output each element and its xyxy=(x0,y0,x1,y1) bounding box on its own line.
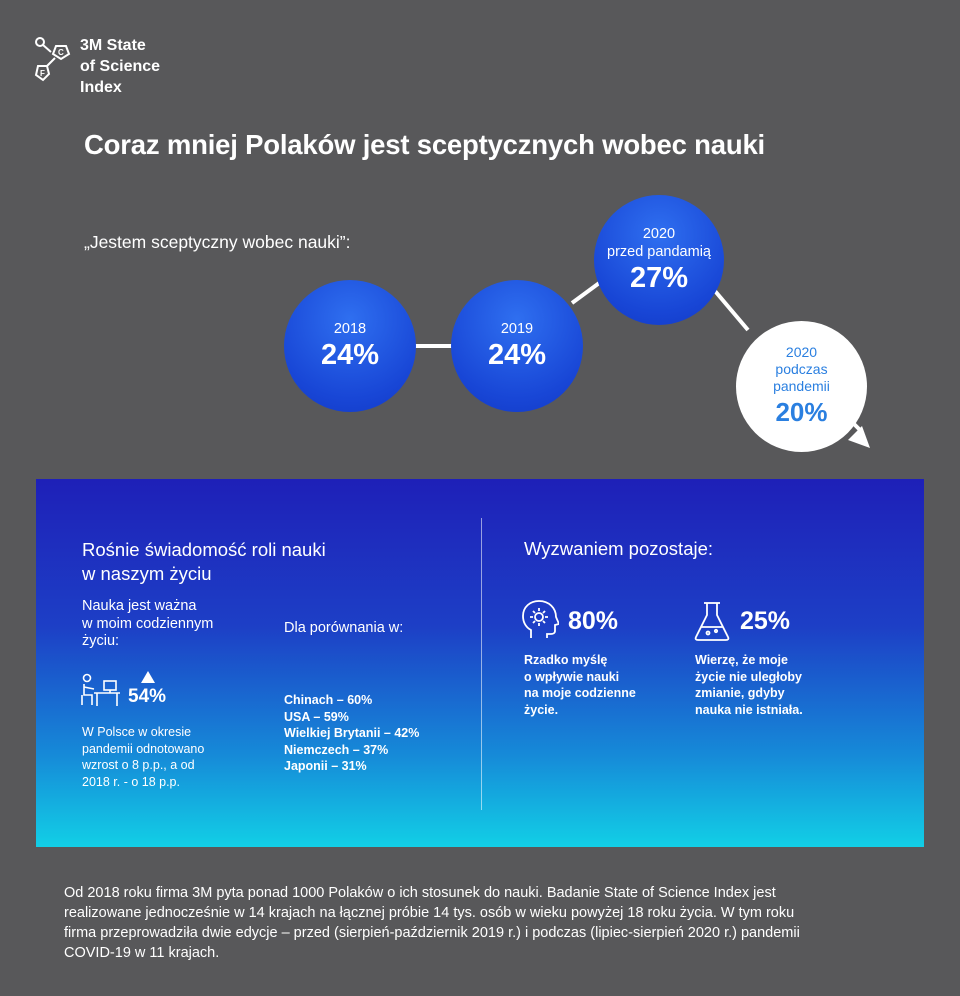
bubble-year: 2019 xyxy=(500,321,534,337)
logo-line: of Science xyxy=(80,58,161,75)
country-list: Chinach – 60% USA – 59% Wielkiej Brytani… xyxy=(284,692,419,775)
logo-line: Index xyxy=(80,79,122,96)
bubble-value: 27% xyxy=(629,262,689,294)
stat-rarely-think-text: Rzadko myślę o wpływie nauki na moje cod… xyxy=(524,652,674,718)
person-at-desk-icon xyxy=(81,673,120,706)
heading-line: Rośnie świadomość roli nauki xyxy=(82,539,326,560)
footer-line: COVID-19 w 11 krajach. xyxy=(64,945,220,961)
sub-line: życiu: xyxy=(82,633,120,649)
text-line: Wierzę, że moje xyxy=(695,653,788,667)
desc-line: W Polsce w okresie xyxy=(82,725,192,739)
stat-rarely-think: 80% xyxy=(568,607,619,635)
arrow-head-icon xyxy=(848,426,870,448)
page-title: Coraz mniej Polaków jest sceptycznych wo… xyxy=(84,129,765,160)
text-line: na moje codzienne xyxy=(524,686,636,700)
heading-line: w naszym życiu xyxy=(82,563,212,584)
desc-line: wzrost o 8 p.p., a od xyxy=(82,758,195,772)
list-item: Wielkiej Brytanii – 42% xyxy=(284,726,420,740)
compare-label: Dla porównania w: xyxy=(284,620,404,636)
info-panel xyxy=(36,479,924,847)
panel-divider xyxy=(481,518,482,810)
stat-no-change: 25% xyxy=(740,607,791,635)
desc-line: pandemii odnotowano xyxy=(82,741,205,756)
bubble-year: 2020 xyxy=(642,226,676,242)
molecule-icon: C F xyxy=(34,37,71,82)
bubble-value: 20% xyxy=(775,397,828,427)
stat-no-change-text: Wierzę, że moje życie nie uległoby zmian… xyxy=(695,652,845,718)
flask-icon xyxy=(694,602,730,641)
stat-important: 54% xyxy=(128,686,167,707)
list-item: Niemczech – 37% xyxy=(284,742,389,757)
bubble-year-sub: podczas xyxy=(775,361,828,377)
svg-text:C: C xyxy=(58,48,64,57)
bubble-year: 2018 xyxy=(333,321,367,337)
quote-label: „Jestem sceptyczny wobec nauki”: xyxy=(84,232,351,252)
head-gear-icon xyxy=(522,600,559,638)
footer-line: realizowane jednocześnie w 14 krajach na… xyxy=(64,905,795,921)
svg-text:F: F xyxy=(40,69,45,78)
bubble-2018: 2018 24% xyxy=(284,280,416,412)
desc-line: 2018 r. - o 18 p.p. xyxy=(82,774,180,789)
bubble-2019: 2019 24% xyxy=(451,280,583,412)
sub-line: w moim codziennym xyxy=(82,615,214,632)
list-item: Chinach – 60% xyxy=(284,693,373,707)
footer-line: Od 2018 roku firma 3M pyta ponad 1000 Po… xyxy=(64,885,776,901)
bubble-value: 24% xyxy=(487,339,547,371)
logo-line: 3M State xyxy=(80,37,146,54)
bubble-2020-before: 2020 przed pandamią 27% xyxy=(594,195,724,325)
text-line: życie nie uległoby xyxy=(695,669,802,684)
bubble-year-sub: przed pandamią xyxy=(607,244,711,260)
left-subheading: Nauka jest ważna w moim codziennym życiu… xyxy=(82,598,262,651)
bubble-2020-during: 2020 podczas pandemii 20% xyxy=(736,321,867,452)
right-heading: Wyzwaniem pozostaje: xyxy=(524,538,714,559)
sub-line: Nauka jest ważna xyxy=(82,598,197,614)
bubble-year-sub: pandemii xyxy=(773,378,830,394)
text-line: życie. xyxy=(524,702,559,717)
text-line: zmianie, gdyby xyxy=(695,686,785,700)
bubble-value: 24% xyxy=(320,339,380,371)
logo-text: 3M State of Science Index xyxy=(80,35,160,98)
footer-line: firma przeprowadziła dwie edycje – przed… xyxy=(64,925,800,941)
list-item: USA – 59% xyxy=(284,709,349,724)
poland-description: W Polsce w okresie pandemii odnotowano w… xyxy=(82,724,252,790)
footer-note: Od 2018 roku firma 3M pyta ponad 1000 Po… xyxy=(64,883,904,963)
list-item: Japonii – 31% xyxy=(284,759,367,773)
left-heading: Rośnie świadomość roli nauki w naszym ży… xyxy=(82,538,326,586)
text-line: o wpływie nauki xyxy=(524,669,620,684)
increase-triangle-icon xyxy=(141,671,155,683)
bubble-year: 2020 xyxy=(785,344,818,360)
text-line: Rzadko myślę xyxy=(524,653,608,667)
text-line: nauka nie istniała. xyxy=(695,702,803,717)
